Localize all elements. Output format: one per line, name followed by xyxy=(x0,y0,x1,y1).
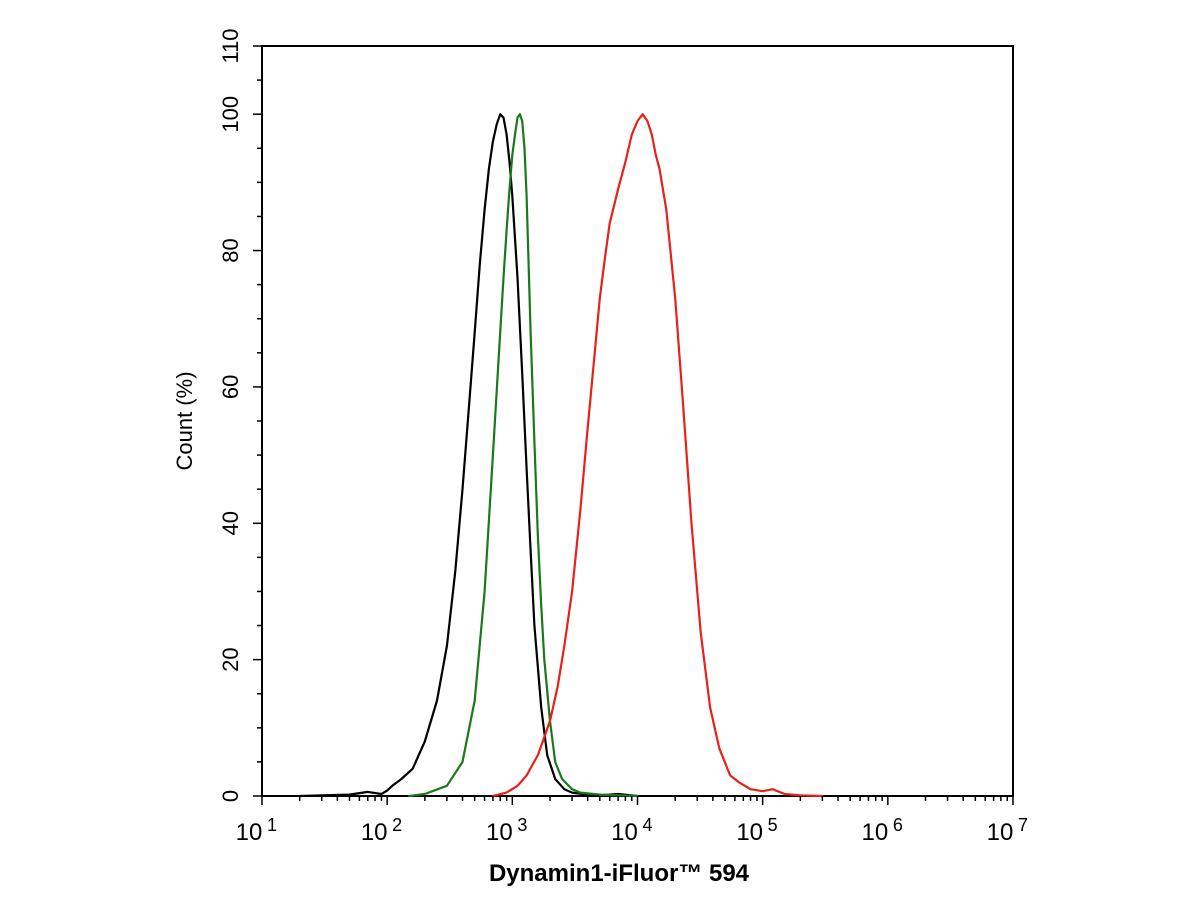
series-line-2 xyxy=(408,113,639,798)
y-tick-label: 110 xyxy=(218,28,243,63)
y-tick-label: 80 xyxy=(218,238,243,262)
x-axis: 10 1 10 2 10 3 10 4 10 5 10 6 10 7 xyxy=(236,796,1028,846)
x-tick-exponent: 7 xyxy=(1018,815,1028,835)
x-tick-exponent: 5 xyxy=(768,815,778,835)
x-tick-label: 10 xyxy=(236,819,263,846)
series-line-3 xyxy=(491,113,824,798)
x-tick-exponent: 1 xyxy=(267,815,277,835)
y-tick-label: 100 xyxy=(218,96,243,133)
x-tick-label: 10 xyxy=(861,819,888,846)
x-tick-label: 10 xyxy=(486,819,513,846)
y-tick-label: 40 xyxy=(218,511,243,535)
x-tick-exponent: 4 xyxy=(643,815,653,835)
x-tick-label: 10 xyxy=(987,819,1014,846)
x-tick-exponent: 6 xyxy=(893,815,903,835)
x-tick-label: 10 xyxy=(611,819,638,846)
series-line-1 xyxy=(298,113,639,798)
x-tick-label: 10 xyxy=(736,819,763,846)
x-tick-label: 10 xyxy=(361,819,388,846)
x-axis-title: Dynamin1-iFluor™ 594 xyxy=(489,860,750,887)
x-tick-exponent: 3 xyxy=(517,815,527,835)
x-tick-exponent: 2 xyxy=(392,815,402,835)
y-axis: 0 20 40 60 80 100 110 xyxy=(218,28,262,802)
series-layer xyxy=(298,113,824,798)
y-tick-label: 60 xyxy=(218,375,243,399)
y-axis-title: Count (%) xyxy=(172,371,197,470)
y-tick-label: 0 xyxy=(218,790,243,802)
y-tick-label: 20 xyxy=(218,647,243,671)
plot-frame xyxy=(261,45,1014,797)
